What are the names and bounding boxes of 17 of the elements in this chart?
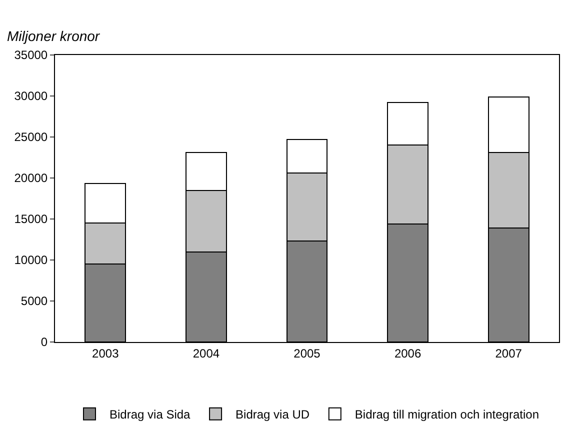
y-tick-label: 15000 xyxy=(14,212,48,226)
y-tick-label: 25000 xyxy=(14,130,48,144)
x-tick-label: 2005 xyxy=(294,346,321,360)
y-tick-label: 10000 xyxy=(14,253,48,268)
x-tick-label: 2006 xyxy=(394,346,422,360)
y-tick-label: 5000 xyxy=(20,294,48,308)
legend-label: Bidrag till migration och integration xyxy=(354,408,540,422)
x-tick-label: 2007 xyxy=(495,346,522,360)
x-tick-label: 2004 xyxy=(192,346,220,360)
y-tick-label: 35000 xyxy=(14,48,48,62)
y-tick-label: 30000 xyxy=(14,89,48,104)
x-tick-label: 2003 xyxy=(92,346,120,360)
legend-label: Bidrag via UD xyxy=(236,408,310,422)
legend-label: Bidrag via Sida xyxy=(110,408,191,422)
y-tick-label: 0 xyxy=(40,335,48,350)
y-axis-title: Miljoner kronor xyxy=(7,28,101,44)
y-tick-label: 20000 xyxy=(14,171,48,186)
